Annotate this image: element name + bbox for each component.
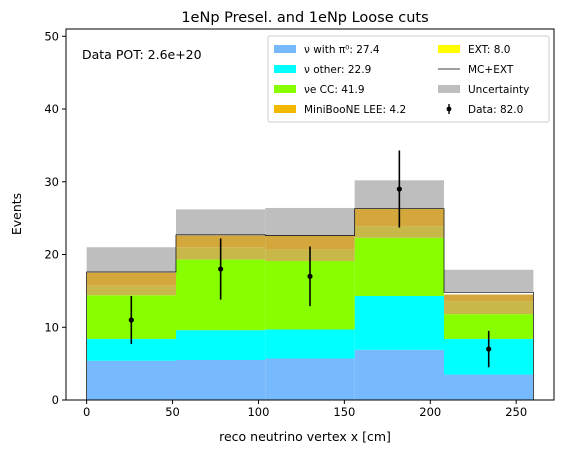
stack-bar-0-bin-1 [175,359,266,400]
stack-bar-0-bin-2 [265,358,355,400]
legend-label-7: Data: 82.0 [468,104,523,116]
y-axis-label: Events [9,193,24,235]
uncertainty-band-bin-1 [175,209,266,235]
y-tick-label-10: 10 [44,320,59,334]
x-tick-label-250: 250 [505,405,527,419]
stack-bar-3-bin-4 [444,301,534,315]
chart-title: 1eNp Presel. and 1eNp Loose cuts [181,10,428,26]
x-axis-label: reco neutrino vertex x [cm] [219,429,391,444]
legend-frame [267,35,550,123]
uncertainty-band-bin-2 [265,207,355,236]
legend-label-5: Uncertainty [468,84,529,96]
legend-label-0: ν with π⁰: 27.4 [304,44,380,56]
y-tick-label-50: 50 [44,29,59,43]
y-tick-label-0: 0 [52,393,59,407]
legend-label-4: νe CC: 41.9 [304,84,365,96]
stack-bar-1-bin-1 [175,330,266,360]
stack-bar-0-bin-4 [444,374,534,400]
legend-label-2: ν other: 22.9 [304,64,371,76]
data-point-1 [218,266,224,272]
legend-label-1: EXT: 8.0 [468,44,510,56]
stack-bar-0-bin-0 [86,360,176,400]
data-point-0 [128,317,134,323]
x-tick-label-150: 150 [333,405,355,419]
uncertainty-band-bin-0 [86,247,176,272]
x-tick-label-50: 50 [165,405,180,419]
x-tick-label-200: 200 [419,405,441,419]
uncertainty-band-bin-4 [444,269,534,293]
stack-bar-4-bin-0 [86,272,176,286]
legend-swatch-1 [438,45,460,53]
stack-bar-1-bin-0 [86,338,176,361]
stack-bar-2-bin-3 [354,237,445,296]
x-tick-label-0: 0 [83,405,90,419]
y-tick-label-30: 30 [44,175,59,189]
data-point-2 [307,273,313,279]
y-tick-label-20: 20 [44,248,59,262]
data-point-3 [396,186,402,192]
legend: ν with π⁰: 27.4 EXT: 8.0 ν other: 22.9 MC+E… [267,35,550,123]
stack-bar-1-bin-2 [265,329,355,359]
legend-swatch-2 [274,65,296,73]
mc-ext-step-line [86,208,534,400]
legend-swatch-dot-7 [446,106,452,112]
legend-swatch-6 [274,105,296,113]
stack-bar-3-bin-3 [354,226,445,238]
axes-frame [65,28,555,401]
y-tick-label-40: 40 [44,102,59,116]
legend-swatch-4 [274,85,296,93]
stack-bar-0-bin-3 [354,349,445,400]
stack-bar-1-bin-3 [354,295,445,350]
stack-bar-3-bin-0 [86,285,176,296]
plot-area: 0 50 100 150 200 250 0 10 20 30 40 50 [44,28,555,419]
legend-label-3: MC+EXT [468,64,514,76]
legend-swatch-0 [274,45,296,53]
pot-annotation: Data POT: 2.6e+20 [82,47,202,62]
legend-swatch-5 [438,85,460,93]
data-point-4 [486,346,492,352]
stack-bar-4-bin-4 [444,294,534,302]
x-tick-label-100: 100 [247,405,269,419]
stack-bar-4-bin-2 [265,234,355,250]
legend-label-6: MiniBooNE LEE: 4.2 [304,104,406,116]
